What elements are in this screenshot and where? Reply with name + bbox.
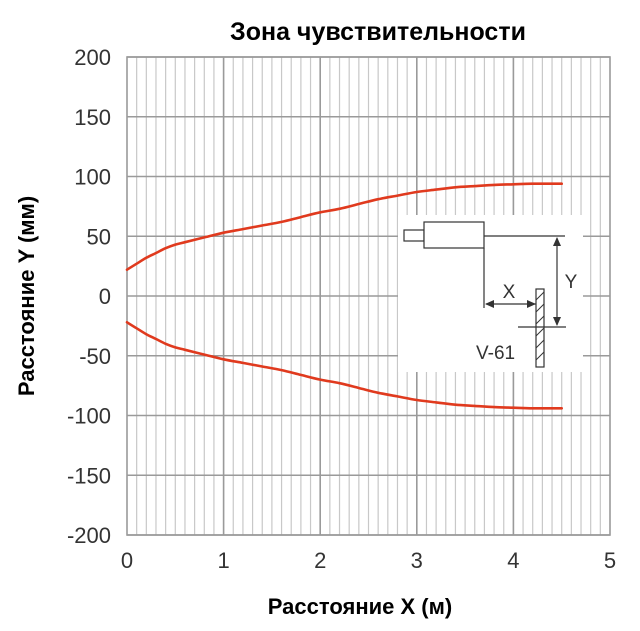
y-arrow-down-icon bbox=[553, 317, 561, 326]
y-tick-label: -200 bbox=[67, 523, 111, 548]
series-line-lower bbox=[125, 321, 563, 410]
x-axis-label: Расстояние X (м) bbox=[268, 594, 452, 619]
inset-diagram: X Y V-61 bbox=[398, 215, 583, 372]
target-hatch-1 bbox=[535, 291, 545, 301]
x-arrow-right-icon bbox=[527, 300, 536, 308]
sensor-icon bbox=[403, 221, 485, 249]
y-tick-label: 50 bbox=[87, 224, 111, 249]
target-hatch-6 bbox=[535, 351, 545, 361]
chart-title: Зона чувствительности bbox=[230, 18, 526, 46]
y-tick-label: -100 bbox=[67, 404, 111, 429]
x-tick-label: 1 bbox=[217, 548, 229, 573]
series-line-upper bbox=[125, 182, 563, 271]
y-tick-label: 100 bbox=[74, 165, 111, 190]
x-tick-label: 4 bbox=[507, 548, 519, 573]
x-tick-label: 5 bbox=[604, 548, 616, 573]
y-axis-label: Расстояние Y (мм) bbox=[14, 196, 39, 396]
inset-x-label: X bbox=[503, 282, 516, 303]
y-tick-label: -50 bbox=[79, 344, 111, 369]
y-tick-label: 0 bbox=[99, 284, 111, 309]
x-axis-ticks: 0 1 2 3 4 5 bbox=[121, 548, 616, 573]
x-tick-label: 2 bbox=[314, 548, 326, 573]
sensor-nozzle bbox=[403, 229, 425, 242]
target-hatch-3 bbox=[535, 315, 545, 325]
inset-model-label: V-61 bbox=[476, 343, 515, 364]
inset-y-label: Y bbox=[565, 272, 578, 293]
target-hatch-4 bbox=[535, 327, 545, 337]
y-tick-label: 200 bbox=[74, 45, 111, 70]
target-hatch-5 bbox=[535, 339, 545, 349]
chart-series bbox=[125, 182, 563, 410]
chart-grid bbox=[126, 56, 611, 536]
x-tick-label: 3 bbox=[411, 548, 423, 573]
y-tick-label: 150 bbox=[74, 105, 111, 130]
sensor-body bbox=[423, 221, 485, 249]
plot-frame bbox=[126, 56, 611, 536]
target-hatch-2 bbox=[535, 303, 545, 313]
y-tick-label: -150 bbox=[67, 463, 111, 488]
y-arrow-up-icon bbox=[553, 237, 561, 246]
x-arrow-left-icon bbox=[485, 300, 494, 308]
y-axis-ticks: 200 150 100 50 0 -50 -100 -150 -200 bbox=[67, 45, 111, 548]
x-tick-label: 0 bbox=[121, 548, 133, 573]
